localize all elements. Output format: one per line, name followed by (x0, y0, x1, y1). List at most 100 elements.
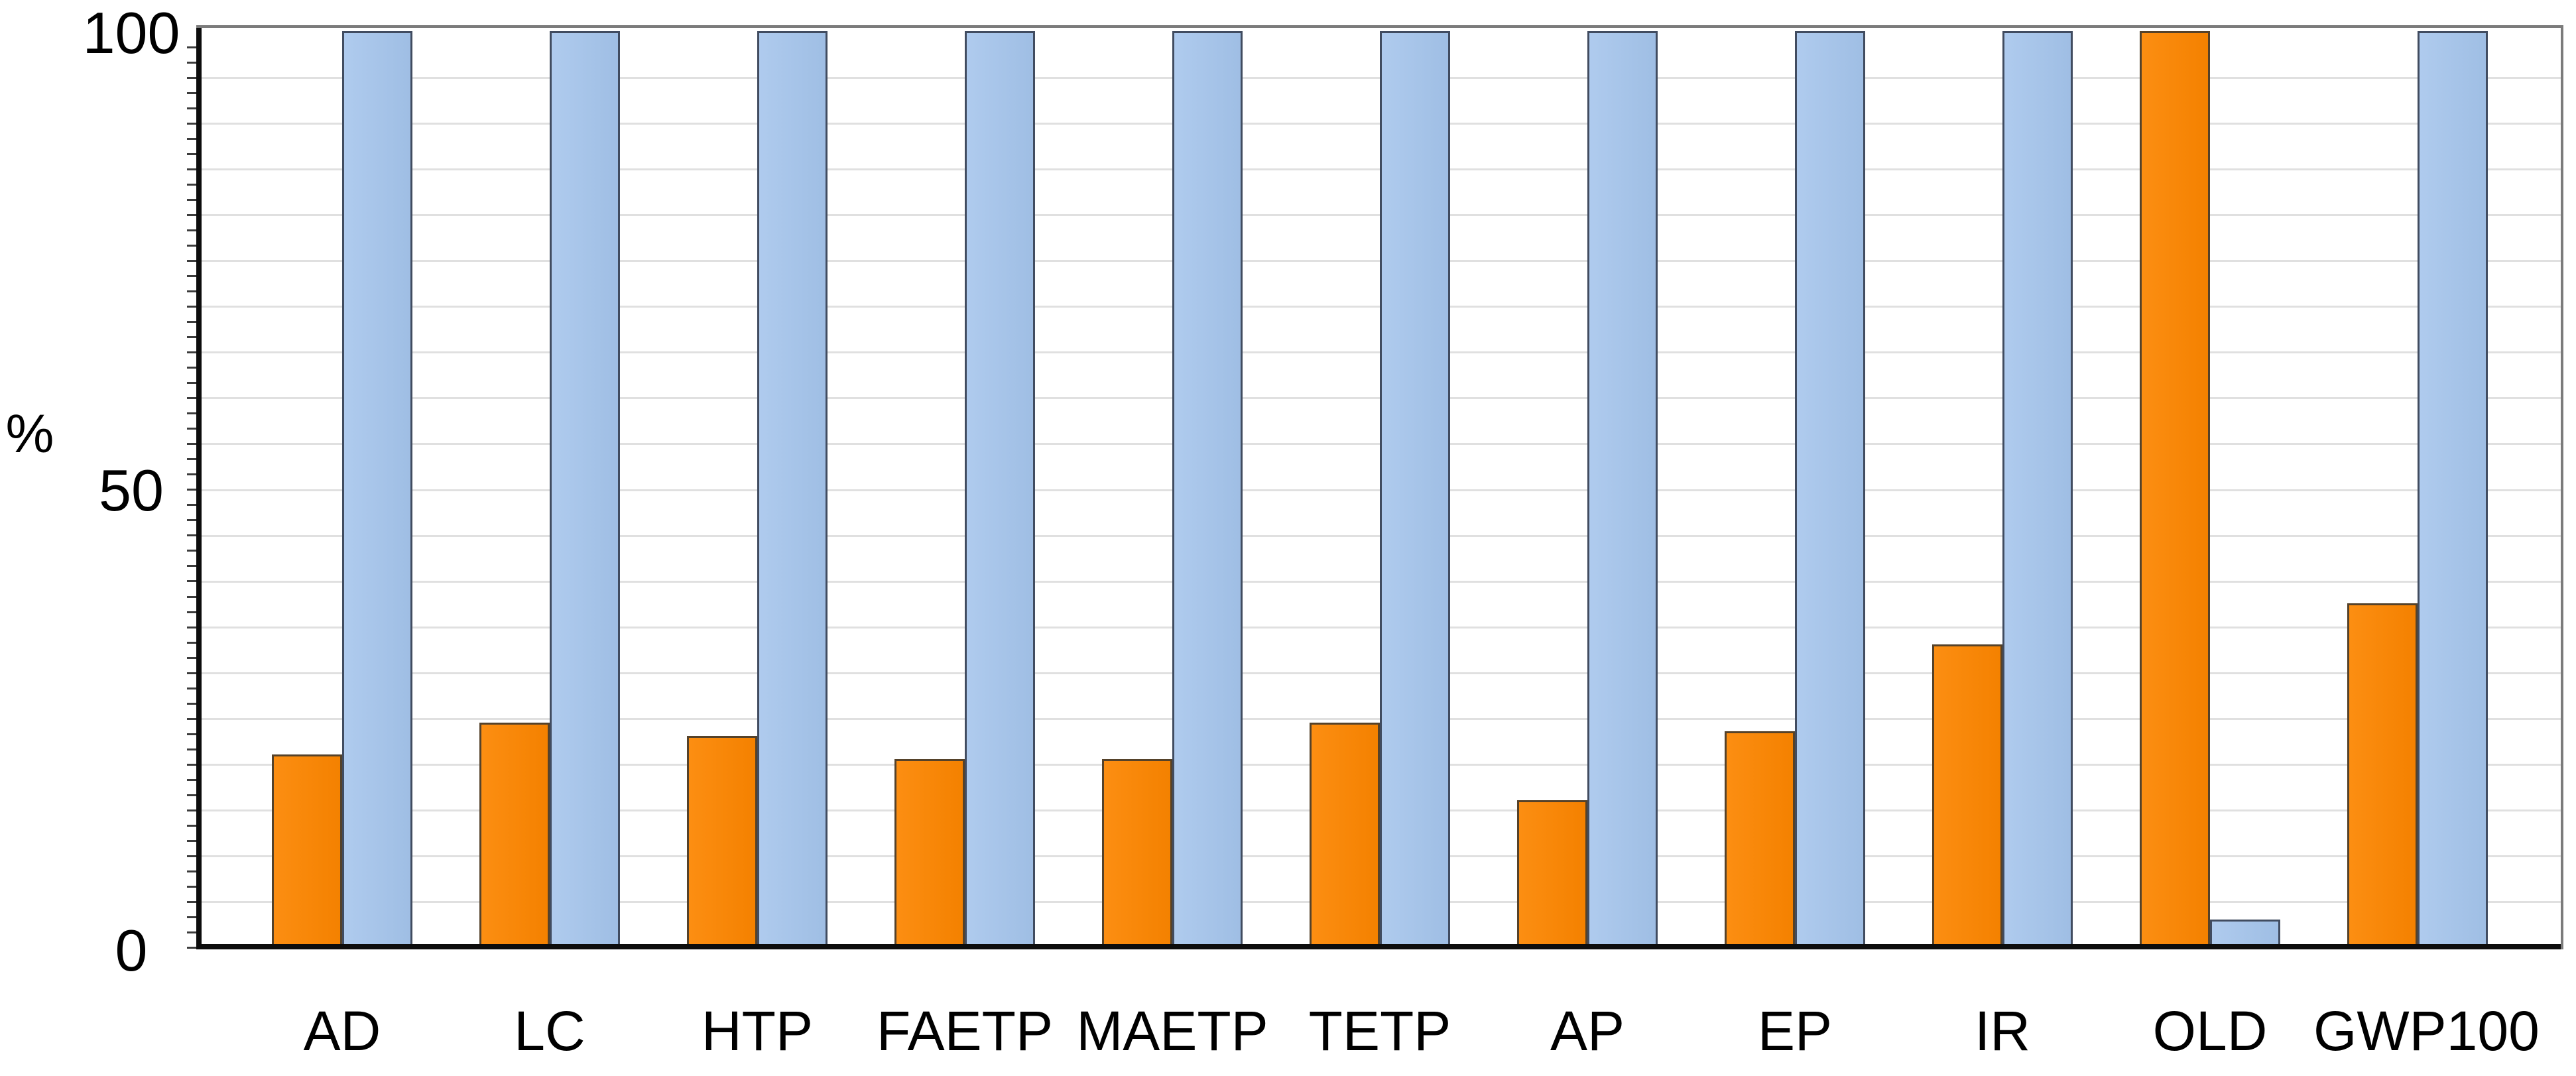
y-axis-minor-tick (187, 886, 199, 888)
y-axis-minor-tick (187, 62, 199, 64)
y-axis-minor-tick (187, 611, 199, 613)
bar-blue-old (2210, 920, 2280, 947)
y-axis-tick-label-0: 0 (115, 918, 148, 983)
bar-blue-maetp (1172, 31, 1243, 947)
y-axis-minor-tick (187, 596, 199, 598)
y-axis-minor-tick (187, 748, 199, 750)
y-axis-minor-tick (187, 138, 199, 140)
bar-orange-ir (1932, 644, 2002, 947)
y-axis-minor-tick (187, 672, 199, 674)
y-axis-minor-tick (187, 642, 199, 644)
bar-orange-ep (1725, 731, 1795, 947)
y-axis-minor-tick (187, 46, 199, 48)
bar-orange-tetp (1310, 723, 1380, 947)
bar-orange-lc (479, 723, 550, 947)
y-axis-minor-tick (187, 260, 199, 262)
bar-blue-tetp (1380, 31, 1450, 947)
y-axis-minor-tick (187, 489, 199, 491)
y-axis-minor-tick (187, 855, 199, 857)
bar-blue-lc (550, 31, 620, 947)
y-axis-minor-tick (187, 92, 199, 94)
bar-orange-old (2140, 31, 2210, 947)
y-axis-minor-tick (187, 77, 199, 79)
x-axis-label-ad: AD (303, 1000, 381, 1062)
y-axis-minor-tick (187, 473, 199, 475)
y-axis-minor-tick (187, 168, 199, 170)
y-axis-minor-tick (187, 779, 199, 781)
plot-border-right (2561, 25, 2563, 949)
bar-blue-ir (2002, 31, 2073, 947)
bar-blue-faetp (965, 31, 1035, 947)
y-axis-minor-tick (187, 321, 199, 323)
y-axis-minor-tick (187, 809, 199, 811)
y-axis-minor-tick (187, 901, 199, 903)
bar-blue-ep (1795, 31, 1865, 947)
y-axis-minor-tick (187, 550, 199, 552)
bar-orange-htp (687, 736, 757, 947)
y-axis-minor-tick (187, 840, 199, 842)
y-axis-minor-tick (187, 565, 199, 567)
y-axis-minor-tick (187, 504, 199, 506)
y-axis-minor-tick (187, 947, 199, 949)
y-axis-minor-tick (187, 245, 199, 247)
bar-blue-ap (1587, 31, 1658, 947)
y-axis-minor-tick (187, 153, 199, 155)
y-axis-minor-tick (187, 336, 199, 338)
bar-blue-gwp100 (2418, 31, 2488, 947)
y-axis-minor-tick (187, 351, 199, 353)
bar-blue-htp (757, 31, 828, 947)
x-axis-label-maetp: MAETP (1076, 1000, 1268, 1062)
y-axis-line (196, 25, 202, 949)
bar-orange-faetp (894, 759, 965, 947)
y-axis-minor-tick (187, 367, 199, 369)
y-axis-minor-tick (187, 229, 199, 231)
y-axis-minor-tick (187, 627, 199, 628)
y-axis-minor-tick (187, 214, 199, 216)
y-axis-minor-tick (187, 397, 199, 399)
plot-border-top (196, 25, 2563, 28)
x-axis-label-ap: AP (1550, 1000, 1625, 1062)
y-axis-minor-tick (187, 764, 199, 766)
y-axis-minor-tick (187, 184, 199, 186)
y-axis-tick-label-100: 100 (82, 0, 180, 66)
y-axis-minor-tick (187, 687, 199, 689)
bar-orange-ap (1517, 800, 1587, 947)
y-axis-minor-tick (187, 534, 199, 536)
y-axis-minor-tick (187, 306, 199, 308)
x-axis-label-lc: LC (514, 1000, 585, 1062)
y-axis-minor-tick (187, 458, 199, 460)
x-axis-label-old: OLD (2152, 1000, 2268, 1062)
bar-orange-ad (272, 754, 342, 947)
x-axis-label-gwp100: GWP100 (2313, 1000, 2540, 1062)
y-axis-minor-tick (187, 107, 199, 109)
x-axis-label-tetp: TETP (1308, 1000, 1451, 1062)
bar-orange-maetp (1102, 759, 1172, 947)
y-axis-minor-tick (187, 916, 199, 918)
y-axis-minor-tick (187, 931, 199, 933)
y-axis-minor-tick (187, 733, 199, 735)
x-axis-label-ir: IR (1975, 1000, 2030, 1062)
x-axis-label-faetp: FAETP (876, 1000, 1054, 1062)
y-axis-minor-tick (187, 657, 199, 659)
bar-blue-ad (342, 31, 412, 947)
y-axis-minor-tick (187, 428, 199, 430)
y-axis-minor-tick (187, 718, 199, 720)
y-axis-minor-tick (187, 382, 199, 384)
y-axis-minor-tick (187, 519, 199, 521)
y-axis-minor-tick (187, 870, 199, 872)
y-axis-minor-tick (187, 825, 199, 827)
y-axis-title: % (5, 404, 54, 464)
y-axis-tick-label-50: 50 (99, 457, 164, 523)
y-axis-minor-tick (187, 443, 199, 445)
y-axis-minor-tick (187, 199, 199, 201)
x-axis-line (196, 944, 2563, 949)
y-axis-minor-tick (187, 703, 199, 705)
y-axis-minor-tick (187, 412, 199, 414)
x-axis-label-htp: HTP (702, 1000, 813, 1062)
bar-orange-gwp100 (2347, 603, 2418, 947)
y-axis-minor-tick (187, 794, 199, 796)
y-axis-minor-tick (187, 580, 199, 582)
y-axis-minor-tick (187, 275, 199, 277)
